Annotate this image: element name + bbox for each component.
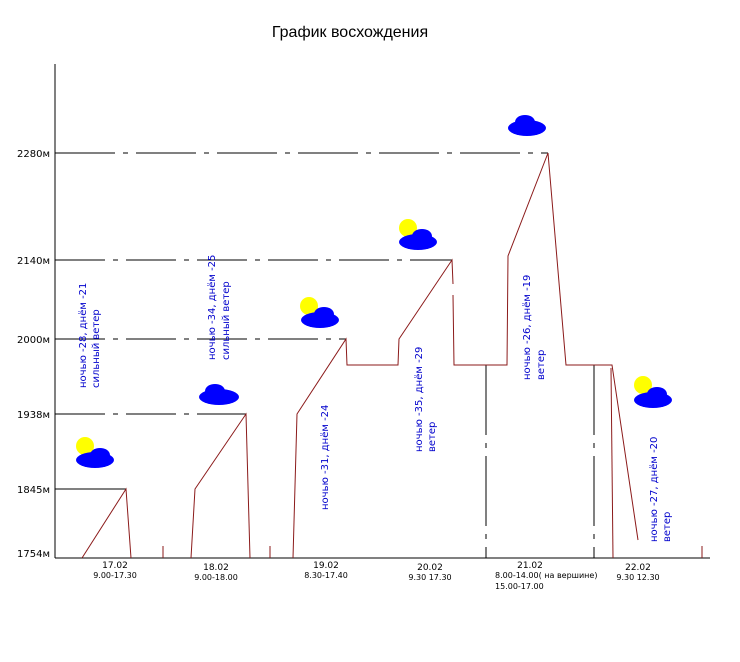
sun-icon: [634, 376, 652, 394]
x-date-label: 19.02: [313, 561, 339, 571]
weather-text-day5-line2: ветер: [536, 350, 547, 380]
weather-icon-day4: [399, 219, 437, 250]
cloud-icon: [647, 387, 667, 401]
x-date-label: 20.02: [417, 563, 443, 573]
profile-day-1: [81, 487, 132, 559]
x-time-label: 9.30 17.30: [408, 573, 451, 582]
sun-icon: [300, 297, 318, 315]
y-tick-label: 2140м: [17, 256, 50, 267]
reference-lines: [55, 152, 548, 490]
weather-icon-day2: [199, 384, 239, 405]
x-date-label: 18.02: [203, 563, 229, 573]
y-tick-label: 1754м: [17, 549, 50, 560]
sun-icon: [76, 437, 94, 455]
cloud-icon: [205, 384, 225, 398]
weather-text-day2-line1: ночью -34, днём -25: [207, 255, 218, 360]
sun-icon: [399, 219, 417, 237]
weather-icon-day3: [300, 297, 339, 328]
weather-text-day4-line1: ночью -35, днём -29: [414, 347, 425, 452]
x-time-label: 8.30-17.40: [304, 571, 348, 580]
x-time-label-2: 15.00-17.00: [495, 582, 544, 591]
weather-annotations: ночью -28, днём -21 сильный ветер ночью …: [78, 255, 673, 542]
profile-day-4: [452, 152, 639, 541]
chart-title: График восхождения: [272, 24, 428, 41]
day-dividers: [485, 365, 595, 558]
weather-icon-day6: [634, 376, 672, 408]
weather-icon-day1: [76, 437, 114, 468]
y-tick-label: 2000м: [17, 335, 50, 346]
cloud-icon: [314, 307, 334, 321]
x-time-label: 8.00-14.00( на вершине): [495, 571, 597, 580]
x-time-label: 9.00-18.00: [194, 573, 238, 582]
cloud-icon: [515, 115, 535, 129]
x-date-label: 17.02: [102, 561, 128, 571]
ascent-profile: [81, 152, 703, 559]
cloud-icon: [90, 448, 110, 462]
weather-text-day6-line2: ветер: [662, 512, 673, 542]
weather-text-day2-line2: сильный ветер: [221, 281, 232, 360]
y-tick-label: 2280м: [17, 149, 50, 160]
cloud-icon: [412, 229, 432, 243]
weather-icon-day5: [508, 115, 546, 136]
weather-text-day1-line2: сильный ветер: [91, 309, 102, 388]
profile-day-2: [190, 412, 251, 559]
x-time-label: 9.30 12.30: [616, 573, 659, 582]
y-tick-label: 1845м: [17, 485, 50, 496]
profile-drop: [610, 367, 614, 559]
weather-text-day1-line1: ночью -28, днём -21: [78, 283, 89, 388]
profile-day-3: [292, 258, 454, 559]
x-date-label: 21.02: [517, 561, 543, 571]
x-time-label: 9.00-17.30: [93, 571, 137, 580]
weather-text-day6-line1: ночью -27, днём -20: [649, 437, 660, 542]
y-tick-label: 1938м: [17, 410, 50, 421]
x-tick-labels: 17.02 9.00-17.30 18.02 9.00-18.00 19.02 …: [93, 561, 659, 591]
weather-text-day4-line2: ветер: [427, 422, 438, 452]
x-date-label: 22.02: [625, 563, 651, 573]
weather-text-day3-line1: ночью -31, днём -24: [320, 405, 331, 510]
weather-text-day5-line1: ночью -26, днём -19: [522, 275, 533, 380]
